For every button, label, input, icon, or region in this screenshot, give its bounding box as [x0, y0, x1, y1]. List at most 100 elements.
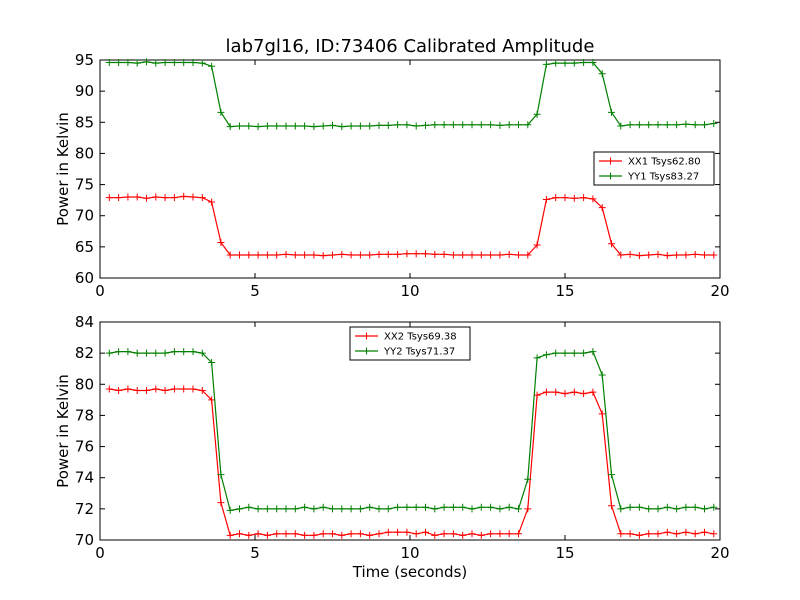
- data-point: [152, 59, 160, 67]
- data-point: [198, 387, 206, 395]
- data-point: [133, 193, 141, 201]
- data-point: [412, 250, 420, 258]
- chart-panels: 0 5 10 15 20 60 65 70 75 80 85 90 95 Power in Kelvin X…: [54, 51, 730, 562]
- data-point: [245, 122, 253, 130]
- data-point: [431, 121, 439, 129]
- data-point: [403, 121, 411, 129]
- data-point: [152, 349, 160, 357]
- data-point: [226, 251, 234, 259]
- x-tick-label: 15: [555, 544, 574, 562]
- data-point: [626, 503, 634, 511]
- data-point: [701, 121, 708, 129]
- data-point: [161, 194, 169, 202]
- data-point: [496, 505, 504, 513]
- data-point: [468, 121, 476, 129]
- data-point: [356, 505, 364, 513]
- data-point: [422, 121, 429, 129]
- legend-label: XX2 Tsys69.38: [384, 332, 457, 343]
- data-point: [542, 388, 550, 396]
- data-point: [673, 530, 681, 538]
- data-point: [384, 121, 392, 129]
- data-point: [105, 349, 113, 357]
- data-point: [236, 530, 243, 538]
- legend-box: [349, 326, 471, 361]
- data-point: [236, 251, 243, 259]
- data-point: [394, 121, 402, 129]
- data-point: [552, 59, 560, 67]
- data-point: [710, 251, 718, 259]
- data-point: [533, 241, 541, 249]
- data-point: [533, 110, 541, 118]
- data-point: [161, 349, 169, 357]
- data-point: [422, 503, 429, 511]
- data-point: [635, 252, 643, 260]
- data-point: [701, 505, 708, 513]
- data-point: [180, 58, 188, 66]
- data-point: [626, 121, 634, 129]
- y-tick-label: 90: [75, 82, 94, 100]
- data-point: [208, 358, 216, 366]
- data-point: [561, 349, 569, 357]
- data-point: [487, 503, 495, 511]
- data-point: [198, 194, 206, 202]
- series-line: [109, 388, 714, 536]
- data-point: [403, 250, 411, 258]
- data-point: [598, 371, 606, 379]
- data-point: [561, 194, 569, 202]
- data-point: [356, 122, 364, 130]
- data-point: [273, 505, 281, 513]
- series-1: [105, 192, 718, 260]
- data-point: [319, 503, 327, 511]
- data-point: [691, 121, 699, 129]
- data-point: [459, 503, 467, 511]
- data-point: [217, 499, 225, 507]
- y-tick-label: 95: [75, 51, 94, 69]
- data-point: [477, 121, 485, 129]
- data-point: [198, 349, 206, 357]
- legend-label: XX1 Tsys62.80: [628, 157, 701, 168]
- data-point: [645, 251, 653, 259]
- data-point: [133, 387, 141, 395]
- data-point: [496, 251, 504, 259]
- data-point: [301, 251, 309, 259]
- legend-marker: [607, 157, 614, 165]
- data-point: [254, 251, 262, 259]
- data-point: [170, 194, 178, 202]
- data-point: [524, 505, 532, 513]
- data-point: [143, 58, 150, 66]
- data-point: [515, 121, 522, 129]
- data-point: [189, 348, 197, 356]
- x-axis-label: Time (seconds): [352, 563, 468, 581]
- data-point: [673, 121, 681, 129]
- data-point: [329, 251, 336, 259]
- x-tick-label: 20: [710, 282, 729, 300]
- data-point: [208, 396, 216, 404]
- data-point: [608, 240, 615, 248]
- data-point: [115, 387, 123, 395]
- data-point: [263, 251, 271, 259]
- data-point: [617, 122, 625, 130]
- data-point: [273, 530, 281, 538]
- data-point: [403, 503, 411, 511]
- data-point: [626, 250, 634, 258]
- data-point: [394, 503, 402, 511]
- data-point: [254, 505, 262, 513]
- data-point: [626, 530, 634, 538]
- data-point: [701, 528, 708, 536]
- data-point: [654, 250, 662, 258]
- y-tick-label: 80: [75, 144, 94, 162]
- data-point: [682, 503, 690, 511]
- legend-label: YY1 Tsys83.27: [627, 172, 699, 183]
- data-point: [663, 252, 671, 260]
- data-point: [570, 59, 578, 67]
- data-point: [505, 250, 513, 258]
- data-point: [329, 530, 336, 538]
- data-point: [533, 354, 541, 362]
- data-point: [477, 503, 485, 511]
- data-point: [124, 58, 132, 66]
- data-point: [133, 59, 141, 67]
- data-point: [412, 122, 420, 130]
- legend-marker: [363, 347, 370, 355]
- y-tick-label: 65: [75, 238, 94, 256]
- data-point: [198, 59, 206, 67]
